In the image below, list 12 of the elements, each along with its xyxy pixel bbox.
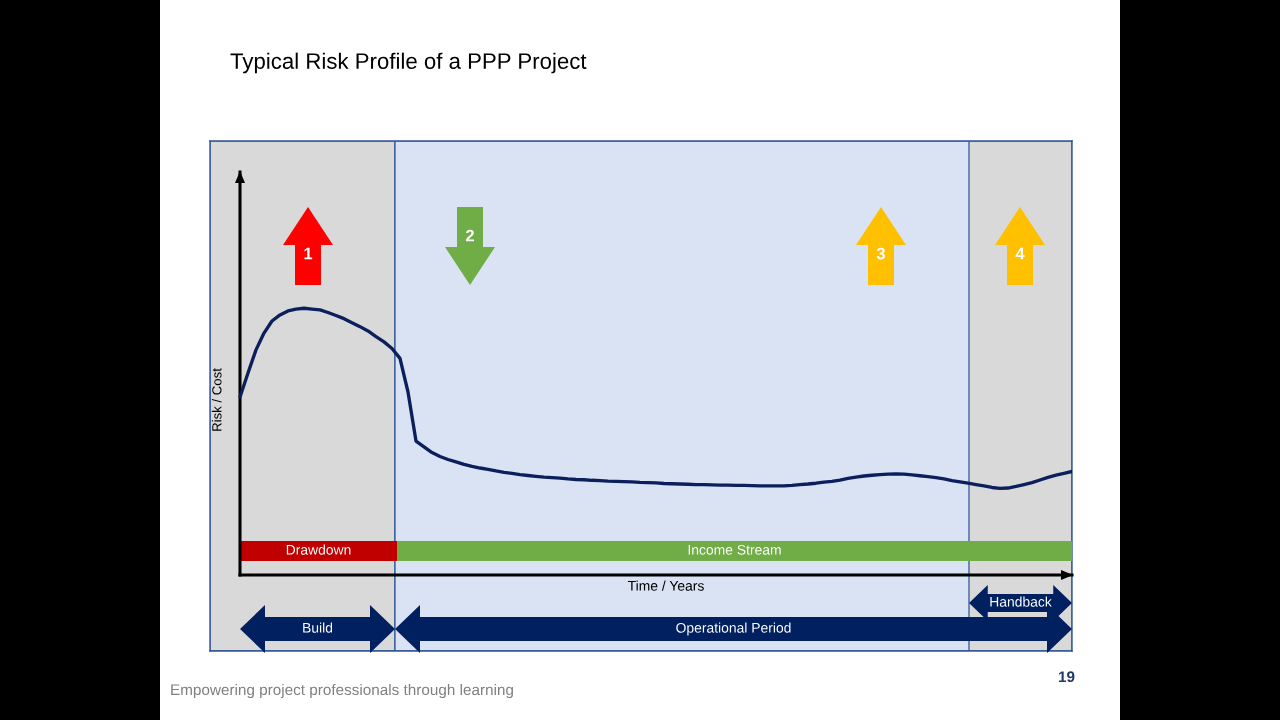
y-axis-title: Risk / Cost [211,368,222,431]
chart-title: Typical Risk Profile of a PPP Project [230,52,587,74]
text: 3 [876,247,886,260]
x-axis-title: Time / Years [627,580,704,591]
text: 4 [1015,247,1025,260]
text: Empowering project professionals through learning [171,683,513,699]
text: 2 [465,229,474,242]
text: Handback [990,596,1052,607]
annotation: Income Stream [688,544,781,555]
text: 1 [304,247,313,260]
text: 19 [1058,671,1075,683]
annotation: Drawdown [286,544,351,555]
